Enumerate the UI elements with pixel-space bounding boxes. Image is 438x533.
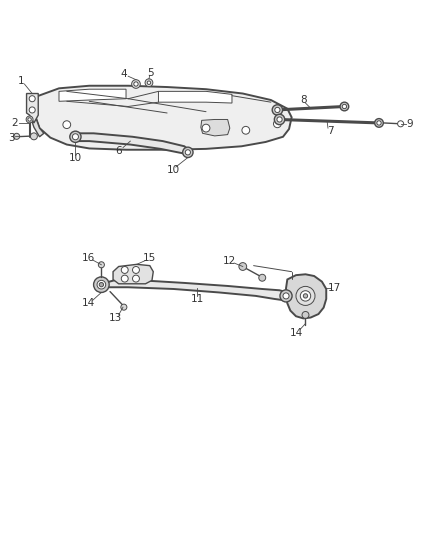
Circle shape <box>132 80 140 88</box>
Circle shape <box>70 131 81 142</box>
Polygon shape <box>59 89 126 101</box>
Text: 8: 8 <box>300 95 307 106</box>
Circle shape <box>302 311 309 318</box>
Text: 7: 7 <box>327 126 334 136</box>
Polygon shape <box>113 264 153 284</box>
Circle shape <box>183 147 193 158</box>
Text: 15: 15 <box>142 253 155 263</box>
Circle shape <box>300 290 311 301</box>
Text: 14: 14 <box>82 298 95 308</box>
Circle shape <box>99 282 103 287</box>
Circle shape <box>296 286 315 305</box>
Polygon shape <box>27 93 38 123</box>
Circle shape <box>202 124 210 132</box>
Circle shape <box>133 275 139 282</box>
Text: 6: 6 <box>115 146 122 156</box>
Polygon shape <box>201 119 230 136</box>
Text: 13: 13 <box>109 313 122 324</box>
Circle shape <box>133 266 139 273</box>
Text: 2: 2 <box>11 118 18 128</box>
Circle shape <box>277 117 282 122</box>
Polygon shape <box>30 97 44 137</box>
Circle shape <box>398 121 404 127</box>
Circle shape <box>280 290 292 302</box>
Circle shape <box>121 304 127 310</box>
Text: 10: 10 <box>167 166 180 175</box>
Circle shape <box>145 79 153 86</box>
Text: 14: 14 <box>290 328 304 338</box>
Polygon shape <box>71 133 190 155</box>
Text: 16: 16 <box>82 253 95 263</box>
Circle shape <box>259 274 266 281</box>
Circle shape <box>283 293 289 299</box>
Circle shape <box>29 107 35 113</box>
Circle shape <box>274 114 285 125</box>
Circle shape <box>14 133 20 139</box>
Circle shape <box>340 102 349 111</box>
Polygon shape <box>97 280 288 300</box>
Circle shape <box>275 107 280 112</box>
Circle shape <box>342 104 346 109</box>
Polygon shape <box>35 86 292 150</box>
Circle shape <box>63 121 71 128</box>
Circle shape <box>94 277 109 293</box>
Circle shape <box>26 116 33 123</box>
Circle shape <box>72 134 78 140</box>
Circle shape <box>97 280 106 289</box>
Text: 5: 5 <box>147 68 154 78</box>
Text: 4: 4 <box>120 69 127 79</box>
Circle shape <box>121 275 128 282</box>
Text: 3: 3 <box>8 133 15 143</box>
Polygon shape <box>286 274 326 318</box>
Circle shape <box>239 263 247 270</box>
Text: 12: 12 <box>223 256 237 266</box>
Circle shape <box>185 150 191 155</box>
Circle shape <box>304 294 307 298</box>
Text: 10: 10 <box>69 152 82 163</box>
Polygon shape <box>159 91 232 103</box>
Text: 11: 11 <box>191 294 204 304</box>
Circle shape <box>28 118 32 121</box>
Circle shape <box>377 121 381 125</box>
Circle shape <box>99 262 104 268</box>
Circle shape <box>242 126 250 134</box>
Text: 9: 9 <box>406 119 413 129</box>
Text: 17: 17 <box>328 283 342 293</box>
Circle shape <box>29 96 35 102</box>
Circle shape <box>31 133 37 140</box>
Circle shape <box>134 82 138 86</box>
Circle shape <box>374 119 383 127</box>
Circle shape <box>121 266 128 273</box>
Text: 1: 1 <box>18 76 24 86</box>
Circle shape <box>272 105 283 115</box>
Circle shape <box>147 81 151 84</box>
Circle shape <box>273 120 281 128</box>
